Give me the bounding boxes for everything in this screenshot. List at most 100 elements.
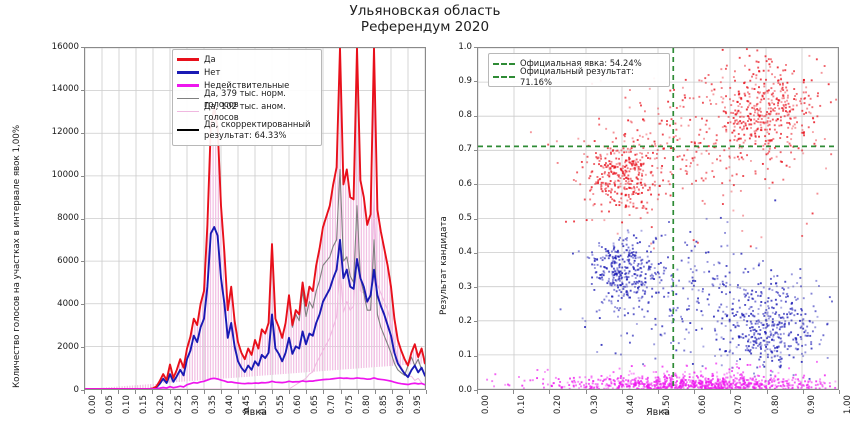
y-tick-mark — [473, 287, 477, 289]
legend-label: Да — [204, 54, 216, 64]
anomalous-votes-band — [85, 48, 425, 389]
x-tick-mark — [839, 390, 840, 394]
right-chart-canvas — [478, 48, 838, 389]
right-panel: 0.0 0.1 0.2 0.3 0.4 0.5 0.6 0.7 0.8 0.9 1.0 0.00 0.… — [430, 40, 850, 425]
left-panel: 0 2000 4000 6000 8000 10000 12000 14000 16000 0.… — [0, 40, 440, 425]
x-tick-mark — [658, 390, 659, 394]
legend-label: Да, 379 тыс. норм. голосов — [204, 87, 286, 109]
y-tick-label: 4000 — [57, 298, 79, 309]
series-line — [85, 48, 425, 389]
y-tick-mark — [80, 175, 84, 177]
x-tick-mark — [621, 390, 623, 394]
x-tick-mark — [152, 390, 154, 394]
legend-swatch-icon — [177, 106, 199, 117]
title-line-1: Ульяновская область — [349, 3, 501, 19]
y-tick-label: 0.6 — [458, 178, 472, 189]
legend-label: Да, 102 тыс. аном. голосов — [204, 100, 286, 122]
x-tick-mark — [220, 390, 222, 394]
y-tick-mark — [80, 261, 84, 263]
scatter-cluster — [486, 360, 837, 389]
x-tick-mark — [118, 390, 120, 394]
left-x-axis-label: Явка — [243, 407, 267, 418]
legend-label: Официальный результат: 71.16% — [520, 65, 634, 87]
x-tick-mark — [730, 390, 732, 394]
x-tick-mark — [694, 390, 696, 394]
y-tick-mark — [80, 132, 84, 134]
y-tick-label: 12000 — [51, 127, 79, 138]
y-tick-mark — [473, 390, 477, 391]
x-tick-mark — [306, 390, 308, 394]
y-tick-label: 0.4 — [458, 247, 472, 258]
y-tick-label: 0.1 — [458, 350, 472, 361]
series-line — [85, 226, 425, 389]
legend-swatch-icon — [177, 93, 199, 104]
y-tick-mark — [473, 115, 477, 117]
y-tick-label: 0.2 — [458, 315, 472, 326]
x-tick-mark — [585, 390, 587, 394]
y-tick-label: 0.0 — [458, 384, 472, 395]
y-tick-mark — [80, 304, 84, 306]
scatter-cluster — [681, 48, 838, 205]
y-tick-mark — [473, 149, 477, 151]
x-tick-mark — [255, 390, 256, 394]
legend-swatch-icon — [177, 67, 199, 78]
y-tick-mark — [473, 184, 477, 186]
y-tick-mark — [473, 47, 477, 48]
x-tick-label: 1.00 — [843, 395, 850, 415]
x-tick-mark — [203, 390, 205, 394]
scatter-cluster — [687, 267, 833, 388]
legend-swatch-icon — [493, 71, 515, 82]
x-tick-mark — [513, 390, 515, 394]
legend-label: Недействительные — [204, 80, 290, 90]
y-tick-mark — [473, 252, 477, 254]
y-tick-mark — [80, 347, 84, 349]
x-tick-mark — [186, 390, 188, 394]
legend-label: Официальная явка: 54.24% — [520, 58, 642, 68]
legend-item: Нет — [177, 66, 316, 79]
y-tick-mark — [473, 218, 477, 220]
left-y-axis-label: Количество голосов на участках в интерва… — [12, 124, 22, 388]
legend-swatch-icon — [177, 54, 199, 65]
y-tick-label: 1.0 — [458, 41, 472, 52]
series-line — [85, 377, 425, 389]
x-tick-mark — [477, 390, 478, 394]
x-tick-mark — [135, 390, 137, 394]
figure-title: Ульяновская область Референдум 2020 — [0, 3, 850, 35]
y-tick-mark — [80, 47, 84, 48]
y-tick-mark — [473, 355, 477, 357]
right-gridlines — [478, 48, 838, 389]
x-tick-mark — [802, 390, 804, 394]
y-tick-label: 8000 — [57, 213, 79, 223]
legend-label: Да, скорректированный результат: 64.33% — [204, 119, 311, 140]
x-tick-mark — [391, 390, 393, 394]
y-tick-label: 0.3 — [458, 281, 472, 292]
legend-item: Да — [177, 53, 316, 66]
y-tick-label: 2000 — [57, 341, 79, 352]
x-tick-mark — [272, 390, 274, 394]
x-tick-mark — [169, 390, 171, 394]
y-tick-label: 0.5 — [458, 213, 472, 223]
legend-swatch-icon — [493, 58, 515, 69]
y-tick-mark — [473, 321, 477, 323]
y-tick-label: 0 — [73, 384, 79, 395]
x-tick-mark — [237, 390, 239, 394]
x-tick-mark — [549, 390, 551, 394]
y-tick-label: 0.7 — [458, 144, 472, 155]
scatter-cluster — [571, 221, 680, 317]
scatter-cluster — [529, 64, 833, 250]
x-tick-mark — [766, 390, 768, 394]
legend-item: Да, 379 тыс. норм. голосов — [177, 88, 316, 109]
legend-item: Да, 102 тыс. аном. голосов — [177, 101, 316, 122]
y-tick-label: 0.9 — [458, 75, 472, 86]
x-tick-mark — [289, 390, 291, 394]
y-tick-mark — [80, 218, 84, 220]
scatter-cluster — [559, 199, 829, 368]
x-tick-mark — [357, 390, 359, 394]
legend-swatch-icon — [177, 125, 199, 136]
x-tick-mark — [101, 390, 103, 394]
right-legend: Официальная явка: 54.24% Официальный резу… — [488, 53, 670, 87]
y-tick-mark — [80, 89, 84, 91]
legend-item: Недействительные — [177, 79, 316, 92]
x-tick-mark — [340, 390, 342, 394]
